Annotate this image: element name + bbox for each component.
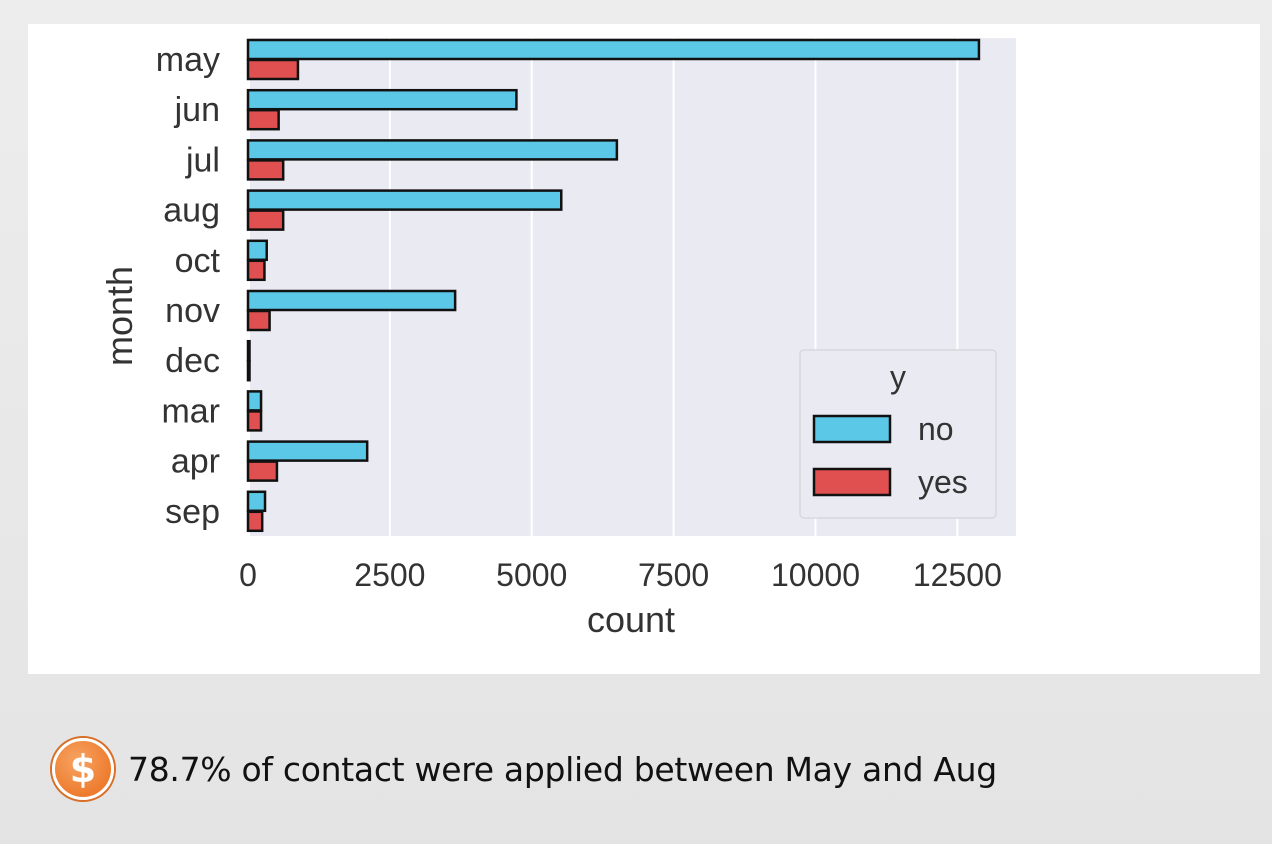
bar-yes-dec bbox=[246, 359, 251, 382]
legend-label-yes: yes bbox=[918, 464, 968, 500]
legend-title: y bbox=[890, 359, 906, 395]
bar-yes-aug bbox=[246, 209, 285, 231]
bar-yes-apr bbox=[246, 460, 279, 482]
summary-bullet: $ 78.7% of contact were applied between … bbox=[52, 738, 997, 800]
bar-no-aug bbox=[246, 189, 563, 211]
x-tick-label: 10000 bbox=[771, 557, 860, 593]
y-axis-label: month bbox=[99, 266, 140, 366]
bar-yes-mar bbox=[246, 410, 263, 432]
legend: y no yes bbox=[799, 349, 997, 519]
x-tick-label: 12500 bbox=[913, 557, 1002, 593]
bar-no-oct bbox=[246, 239, 268, 262]
bar-no-may bbox=[246, 38, 981, 61]
x-tick-label: 0 bbox=[239, 557, 257, 593]
bar-yes-nov bbox=[246, 309, 271, 332]
y-tick-label: may bbox=[156, 41, 220, 79]
bar-no-mar bbox=[246, 390, 263, 412]
bar-no-nov bbox=[246, 289, 457, 312]
bar-no-sep bbox=[246, 490, 267, 513]
bar-yes-jul bbox=[246, 159, 285, 181]
bar-no-jul bbox=[246, 139, 619, 161]
bar-no-apr bbox=[246, 440, 369, 462]
bar-yes-oct bbox=[246, 259, 266, 282]
bar-no-jun bbox=[246, 88, 518, 111]
summary-text: 78.7% of contact were applied between Ma… bbox=[128, 749, 997, 789]
x-tick-label: 2500 bbox=[354, 557, 425, 593]
bar-chart: 0 2500 5000 7500 10000 12500 may jun jul aug oct no… bbox=[99, 38, 1016, 640]
y-tick-label: jul bbox=[185, 141, 220, 179]
x-axis-label: count bbox=[587, 599, 675, 640]
y-tick-label: apr bbox=[171, 443, 220, 481]
y-tick-label: nov bbox=[165, 292, 220, 330]
y-tick-label: jun bbox=[174, 91, 220, 129]
x-tick-label: 7500 bbox=[638, 557, 709, 593]
y-tick-label: aug bbox=[163, 192, 220, 230]
legend-label-no: no bbox=[918, 411, 954, 447]
bar-yes-jun bbox=[246, 108, 280, 131]
slide-card: 0 2500 5000 7500 10000 12500 may jun jul aug oct no… bbox=[28, 24, 1260, 674]
bar-yes-sep bbox=[246, 510, 264, 533]
bar-yes-may bbox=[246, 58, 300, 81]
bar-no-dec bbox=[246, 339, 251, 362]
legend-swatch-no bbox=[812, 414, 892, 444]
y-tick-label: mar bbox=[161, 392, 220, 430]
y-tick-label: oct bbox=[175, 242, 221, 280]
y-tick-label: sep bbox=[165, 493, 220, 531]
legend-swatch-yes bbox=[812, 467, 892, 497]
x-tick-label: 5000 bbox=[496, 557, 567, 593]
dollar-icon: $ bbox=[52, 738, 114, 800]
y-tick-label: dec bbox=[165, 342, 220, 380]
